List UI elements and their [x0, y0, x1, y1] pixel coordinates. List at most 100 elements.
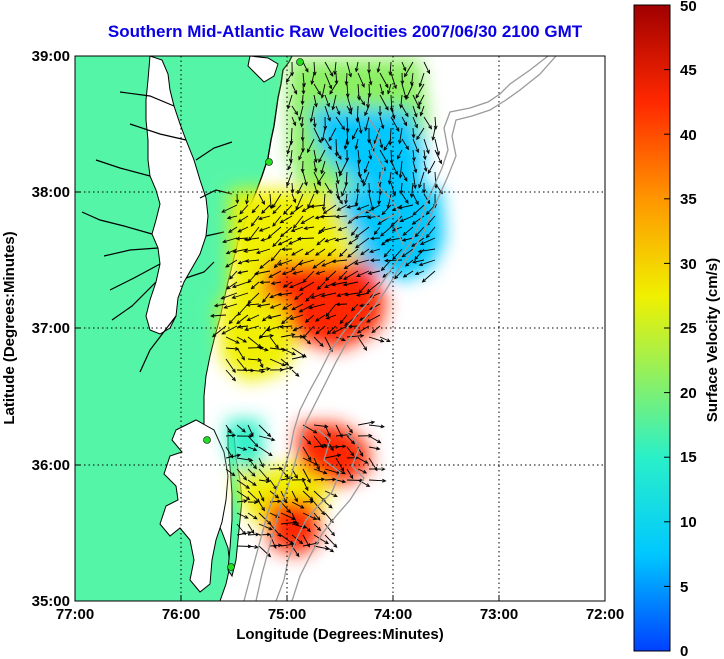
velocity-arrow-head — [250, 529, 255, 535]
velocity-arrow — [280, 468, 289, 478]
velocity-arrow — [299, 303, 315, 313]
velocity-arrow — [355, 138, 359, 150]
velocity-arrow — [335, 171, 339, 184]
velocity-arrow-head — [380, 124, 385, 130]
velocity-arrow — [269, 336, 279, 349]
velocity-arrow — [415, 83, 425, 99]
velocity-arrow-head — [298, 287, 304, 291]
velocity-arrow-head — [324, 276, 330, 282]
velocity-arrow-head — [382, 273, 387, 278]
velocity-arrow-head — [267, 315, 272, 320]
velocity-arrow — [359, 303, 370, 307]
velocity-arrow — [357, 457, 369, 464]
velocity-arrow — [272, 215, 282, 227]
velocity-arrow-head — [301, 208, 307, 212]
velocity-arrow — [397, 149, 403, 159]
velocity-arrow — [434, 171, 437, 188]
x-tick-label: 72:00 — [586, 606, 624, 623]
velocity-arrow — [236, 237, 249, 240]
velocity-arrow — [345, 193, 348, 204]
velocity-arrow-head — [288, 366, 294, 371]
velocity-arrow — [328, 127, 337, 141]
velocity-arrow — [301, 215, 315, 224]
velocity-arrow-head — [388, 71, 393, 76]
velocity-arrow — [299, 281, 315, 291]
velocity-arrow — [338, 226, 348, 231]
velocity-arrow-head — [283, 499, 287, 504]
velocity-arrow-head — [398, 174, 403, 179]
velocity-arrow — [420, 237, 436, 245]
velocity-arrow — [321, 83, 326, 98]
velocity-arrow-head — [321, 511, 326, 516]
velocity-arrow — [378, 193, 381, 205]
velocity-arrow-head — [324, 540, 329, 545]
velocity-arrow — [258, 490, 265, 502]
velocity-arrow — [315, 325, 326, 335]
velocity-arrow — [426, 215, 436, 226]
velocity-arrow-head — [307, 456, 312, 462]
velocity-arrow-head — [391, 227, 397, 232]
velocity-arrow — [400, 215, 414, 222]
velocity-arrow-head — [272, 222, 277, 227]
velocity-arrow-head — [341, 470, 346, 475]
velocity-arrow — [236, 314, 249, 324]
velocity-arrow-head — [323, 125, 328, 131]
velocity-arrow — [278, 292, 293, 296]
velocity-arrow — [313, 468, 327, 474]
velocity-arrow-head — [409, 193, 414, 199]
velocity-arrow-head — [298, 308, 304, 313]
velocity-arrow-head — [306, 528, 311, 533]
velocity-arrow-head — [362, 182, 367, 187]
velocity-arrow — [282, 303, 293, 310]
velocity-arrow-head — [337, 227, 342, 231]
velocity-arrow — [262, 314, 271, 322]
velocity-arrow — [247, 446, 257, 451]
velocity-arrow — [385, 259, 403, 262]
velocity-arrow — [246, 193, 249, 204]
velocity-arrow — [261, 204, 271, 214]
velocity-arrow — [292, 270, 304, 275]
velocity-arrow — [307, 193, 315, 208]
velocity-arrow — [335, 479, 346, 483]
velocity-arrow — [313, 127, 322, 143]
velocity-arrow — [341, 182, 348, 197]
velocity-arrow-head — [289, 284, 294, 289]
velocity-arrow-head — [290, 228, 296, 232]
velocity-arrow — [324, 182, 332, 194]
velocity-arrow-head — [328, 504, 333, 509]
velocity-arrow — [355, 237, 370, 249]
y-tick-label: 38:00 — [32, 184, 70, 201]
velocity-arrow — [364, 116, 370, 131]
velocity-arrow-head — [384, 238, 389, 243]
velocity-arrow — [298, 149, 304, 160]
velocity-arrow — [291, 116, 296, 126]
velocity-arrow — [311, 72, 315, 85]
velocity-arrow-head — [339, 319, 344, 325]
velocity-arrow-head — [292, 271, 297, 275]
velocity-arrow — [247, 292, 260, 304]
velocity-arrow-head — [303, 181, 308, 187]
velocity-arrow-head — [367, 189, 372, 195]
velocity-arrow-head — [418, 184, 422, 189]
velocity-arrow — [368, 182, 370, 194]
velocity-arrow-head — [353, 261, 359, 265]
velocity-arrow — [302, 457, 318, 466]
velocity-arrow-head — [355, 244, 360, 249]
velocity-arrow-head — [239, 210, 244, 215]
velocity-arrow — [225, 454, 241, 459]
velocity-arrow — [280, 512, 295, 520]
velocity-arrow-head — [414, 271, 420, 276]
velocity-arrow-head — [336, 453, 342, 458]
velocity-arrow-head — [258, 227, 264, 232]
velocity-arrow-head — [247, 278, 252, 284]
velocity-arrow — [392, 204, 403, 211]
velocity-arrow — [247, 270, 260, 283]
velocity-arrow-head — [267, 433, 272, 438]
velocity-arrow-head — [300, 504, 305, 509]
velocity-arrow-head — [281, 271, 287, 275]
velocity-arrow-head — [325, 312, 330, 318]
velocity-arrow-head — [290, 72, 295, 77]
velocity-arrow-head — [235, 199, 240, 205]
map-title: Southern Mid-Atlantic Raw Velocities 200… — [107, 22, 583, 41]
velocity-arrow-head — [324, 284, 329, 288]
